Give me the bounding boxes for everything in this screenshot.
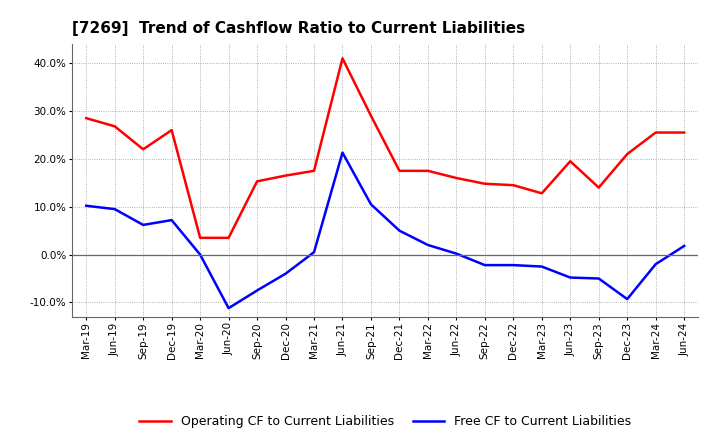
Free CF to Current Liabilities [452, 251, 461, 256]
Operating CF to Current Liabilities [623, 151, 631, 157]
Text: [7269]  Trend of Cashflow Ratio to Current Liabilities: [7269] Trend of Cashflow Ratio to Curren… [72, 21, 525, 36]
Operating CF to Current Liabilities [82, 116, 91, 121]
Free CF to Current Liabilities [652, 261, 660, 267]
Operating CF to Current Liabilities [652, 130, 660, 135]
Operating CF to Current Liabilities [566, 158, 575, 164]
Operating CF to Current Liabilities [537, 191, 546, 196]
Operating CF to Current Liabilities [139, 147, 148, 152]
Free CF to Current Liabilities [338, 150, 347, 155]
Free CF to Current Liabilities [253, 288, 261, 293]
Free CF to Current Liabilities [537, 264, 546, 269]
Free CF to Current Liabilities [566, 275, 575, 280]
Operating CF to Current Liabilities [282, 173, 290, 178]
Free CF to Current Liabilities [423, 242, 432, 248]
Operating CF to Current Liabilities [423, 168, 432, 173]
Operating CF to Current Liabilities [366, 113, 375, 118]
Free CF to Current Liabilities [139, 222, 148, 227]
Legend: Operating CF to Current Liabilities, Free CF to Current Liabilities: Operating CF to Current Liabilities, Fre… [135, 411, 636, 433]
Line: Operating CF to Current Liabilities: Operating CF to Current Liabilities [86, 59, 684, 238]
Operating CF to Current Liabilities [110, 124, 119, 129]
Operating CF to Current Liabilities [167, 128, 176, 133]
Operating CF to Current Liabilities [395, 168, 404, 173]
Free CF to Current Liabilities [167, 217, 176, 223]
Free CF to Current Liabilities [366, 202, 375, 207]
Operating CF to Current Liabilities [253, 179, 261, 184]
Free CF to Current Liabilities [196, 252, 204, 257]
Operating CF to Current Liabilities [480, 181, 489, 187]
Operating CF to Current Liabilities [680, 130, 688, 135]
Free CF to Current Liabilities [395, 228, 404, 233]
Operating CF to Current Liabilities [509, 183, 518, 188]
Operating CF to Current Liabilities [310, 168, 318, 173]
Line: Free CF to Current Liabilities: Free CF to Current Liabilities [86, 153, 684, 308]
Free CF to Current Liabilities [225, 305, 233, 311]
Operating CF to Current Liabilities [452, 176, 461, 181]
Operating CF to Current Liabilities [196, 235, 204, 241]
Free CF to Current Liabilities [282, 271, 290, 276]
Operating CF to Current Liabilities [225, 235, 233, 241]
Free CF to Current Liabilities [509, 263, 518, 268]
Operating CF to Current Liabilities [595, 185, 603, 190]
Free CF to Current Liabilities [310, 249, 318, 255]
Free CF to Current Liabilities [480, 263, 489, 268]
Free CF to Current Liabilities [82, 203, 91, 209]
Free CF to Current Liabilities [110, 206, 119, 212]
Operating CF to Current Liabilities [338, 56, 347, 61]
Free CF to Current Liabilities [623, 297, 631, 302]
Free CF to Current Liabilities [595, 276, 603, 281]
Free CF to Current Liabilities [680, 243, 688, 249]
